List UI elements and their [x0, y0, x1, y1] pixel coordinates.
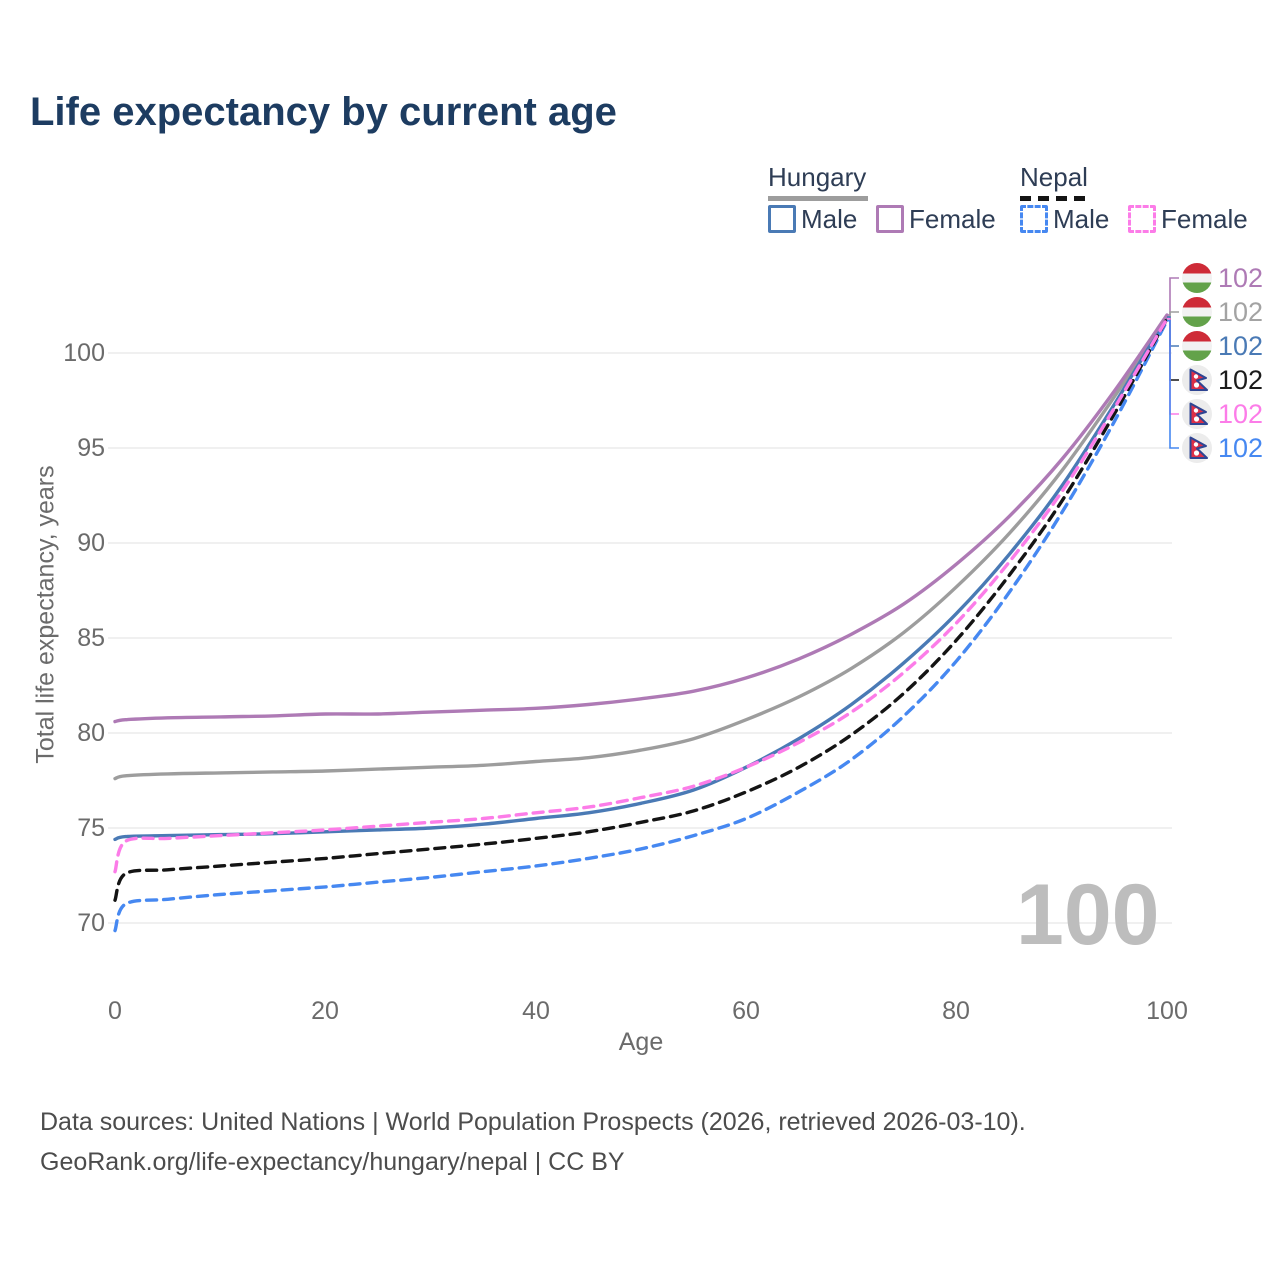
series-line-nepal-total[interactable] [113, 317, 1169, 902]
legend-hungary-female-label[interactable]: Female [909, 204, 996, 234]
legend-nepal-male-label[interactable]: Male [1053, 204, 1110, 234]
nepal-flag-icon [1182, 433, 1212, 463]
end-value-hungary-male: 102 [1218, 331, 1264, 361]
hungary-flag-icon [1182, 263, 1212, 293]
x-tick-0: 0 [108, 997, 122, 1025]
hungary-flag-icon [1182, 331, 1212, 361]
legend-group-nepal[interactable]: Nepal [1020, 162, 1088, 192]
x-tick-100: 100 [1146, 997, 1188, 1025]
legend-nepal-male-swatch[interactable] [1020, 205, 1048, 233]
x-tick-60: 60 [732, 997, 760, 1025]
end-value-hungary-female: 102 [1218, 263, 1264, 293]
end-value-hungary-total: 102 [1218, 297, 1264, 327]
y-tick-80: 80 [77, 719, 105, 747]
legend-nepal-female-swatch[interactable] [1128, 205, 1156, 233]
leader-line-nepal-male [1167, 319, 1179, 449]
legend-group-hungary[interactable]: Hungary [768, 162, 867, 192]
y-tick-75: 75 [77, 814, 105, 842]
legend-hungary-male-swatch[interactable] [768, 205, 796, 233]
legend-hungary-line-swatch [768, 196, 868, 201]
x-tick-80: 80 [942, 997, 970, 1025]
leader-line-nepal-female [1167, 318, 1179, 415]
legend-nepal-line-swatch [1020, 196, 1090, 201]
series-line-hungary-total[interactable] [113, 315, 1169, 781]
y-tick-90: 90 [77, 529, 105, 557]
hungary-flag-icon [1182, 297, 1212, 327]
y-tick-85: 85 [77, 624, 105, 652]
attribution-text[interactable]: GeoRank.org/life-expectancy/hungary/nepa… [40, 1148, 625, 1176]
age-watermark: 100 [1016, 867, 1160, 963]
nepal-flag-icon [1182, 365, 1212, 395]
legend-hungary-male-label[interactable]: Male [801, 204, 858, 234]
nepal-flag-icon [1182, 399, 1212, 429]
x-axis-title: Age [618, 1028, 664, 1056]
page-title: Life expectancy by current age [30, 90, 617, 134]
leader-line-hungary-female [1167, 277, 1179, 316]
x-tick-20: 20 [311, 997, 339, 1025]
data-sources-text: Data sources: United Nations | World Pop… [40, 1108, 1026, 1136]
series-line-nepal-female[interactable] [113, 317, 1169, 874]
series-line-hungary-male[interactable] [113, 315, 1169, 842]
end-value-nepal-female: 102 [1218, 399, 1264, 429]
legend-nepal-female-label[interactable]: Female [1161, 204, 1248, 234]
y-tick-100: 100 [63, 339, 105, 367]
y-tick-70: 70 [77, 909, 105, 937]
x-tick-40: 40 [522, 997, 550, 1025]
leader-line-nepal-total [1167, 318, 1179, 381]
y-axis-title: Total life expectancy, years [31, 465, 60, 764]
end-value-nepal-male: 102 [1218, 433, 1264, 463]
series-line-hungary-female[interactable] [113, 313, 1169, 724]
series-line-nepal-male[interactable] [113, 319, 1169, 933]
end-value-nepal-total: 102 [1218, 365, 1264, 395]
legend-hungary-female-swatch[interactable] [876, 205, 904, 233]
y-tick-95: 95 [77, 434, 105, 462]
